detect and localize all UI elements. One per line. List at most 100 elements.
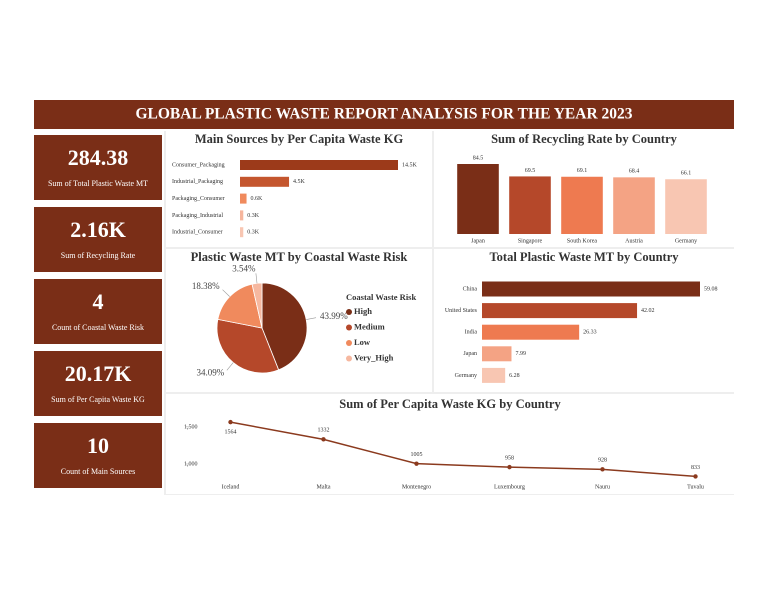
line [230,421,696,478]
y-tick-label: Japan [463,351,477,357]
y-tick-label: China [463,286,478,292]
point [228,419,233,425]
data-label: 6.28 [509,373,519,379]
legend-marker [346,324,352,331]
data-label: 59.08 [704,286,718,292]
header-title: GLOBAL PLASTIC WASTE REPORT ANALYSIS FOR… [135,106,632,123]
kpi-card [34,351,162,416]
data-label: 42.02 [641,308,655,314]
y-tick-label: India [465,330,478,336]
kpi-value: 4 [93,289,104,314]
kpi-label: Sum of Per Capita Waste KG [51,395,145,404]
chart-title: Sum of Recycling Rate by Country [491,132,678,146]
kpi-value: 20.17K [65,361,132,386]
bar [240,227,244,238]
kpi-label: Sum of Recycling Rate [61,251,136,260]
data-label: 0.3K [247,213,260,219]
y-tick-label: Industrial_Consumer [172,230,223,236]
chart-title: Plastic Waste MT by Coastal Waste Risk [191,250,408,264]
pie-slice [261,282,308,371]
bar [665,179,707,234]
x-tick-label: Singapore [518,238,543,244]
y-tick-label: Consumer_Packaging [172,162,225,168]
x-tick-label: South Korea [567,238,597,244]
point [414,461,419,466]
data-label: 1564 [225,430,237,436]
data-label: 1005 [411,452,423,458]
data-label: 958 [505,456,514,462]
chart-title: Sum of Per Capita Waste KG by Country [339,397,561,411]
panel [434,249,734,392]
bar [240,193,247,204]
data-label: 43.99% [320,311,348,321]
header-bar [34,100,734,129]
data-label: 4.5K [293,179,306,185]
x-tick-label: Iceland [222,484,240,490]
leader-line [255,273,258,284]
bar [240,176,290,187]
point [600,467,605,472]
data-label: 34.09% [197,367,225,377]
panel [166,394,734,494]
y-tick-label: 1,000 [184,461,198,467]
point [507,464,512,470]
kpi-label: Count of Main Sources [61,467,135,476]
data-label: 69.1 [577,168,588,174]
x-tick-label: Luxembourg [494,484,525,490]
y-tick-label: Packaging_Consumer [172,196,225,202]
kpi-label: Count of Coastal Waste Risk [52,323,144,332]
data-label: 7.99 [515,351,526,357]
data-label: 68.4 [629,169,640,175]
panel [166,131,432,247]
y-tick-label: United States [445,308,478,314]
leader-line [306,317,317,320]
chart-title: Total Plastic Waste MT by Country [489,250,679,264]
data-label: 69.5 [525,168,536,174]
x-tick-label: Montenegro [402,484,431,490]
y-tick-label: Industrial_Packaging [172,179,223,185]
y-tick-label: 1,500 [184,424,198,430]
point [693,474,698,479]
pie-slice [251,282,263,329]
x-tick-label: Austria [625,238,643,244]
x-tick-label: Nauru [595,484,610,490]
y-tick-label: Germany [455,373,477,379]
kpi-card [34,423,162,488]
bar [482,367,506,383]
legend-marker [346,309,352,315]
legend-label: Very_High [354,352,394,362]
data-label: 928 [598,458,607,464]
data-label: 1332 [318,428,330,434]
legend-label: Low [354,337,371,347]
bar [240,160,398,170]
bar [509,176,551,234]
point [321,437,326,442]
data-label: 26.33 [583,330,597,336]
bar [613,177,655,234]
kpi-card [34,135,162,200]
x-tick-label: Japan [471,238,485,244]
leader-line [222,289,230,297]
bar [240,210,244,221]
kpi-value: 2.16K [70,217,126,242]
kpi-label: Sum of Total Plastic Waste MT [48,179,148,188]
kpi-card [34,279,162,344]
data-label: 66.1 [681,171,692,177]
legend-label: High [354,306,372,316]
bar [482,281,700,297]
kpi-value: 284.38 [68,145,129,170]
legend-marker [346,340,352,346]
data-label: 18.38% [192,281,220,291]
bar [482,303,638,319]
bar [482,346,512,362]
pie-slice [217,283,263,329]
bar [561,176,603,234]
bar [457,164,499,234]
x-tick-label: Tuvalu [687,484,704,490]
y-tick-label: Packaging_Industrial [172,213,223,219]
data-label: 0.6K [251,196,264,202]
leader-line [226,362,234,371]
x-tick-label: Germany [675,238,697,244]
legend-marker [346,355,352,362]
